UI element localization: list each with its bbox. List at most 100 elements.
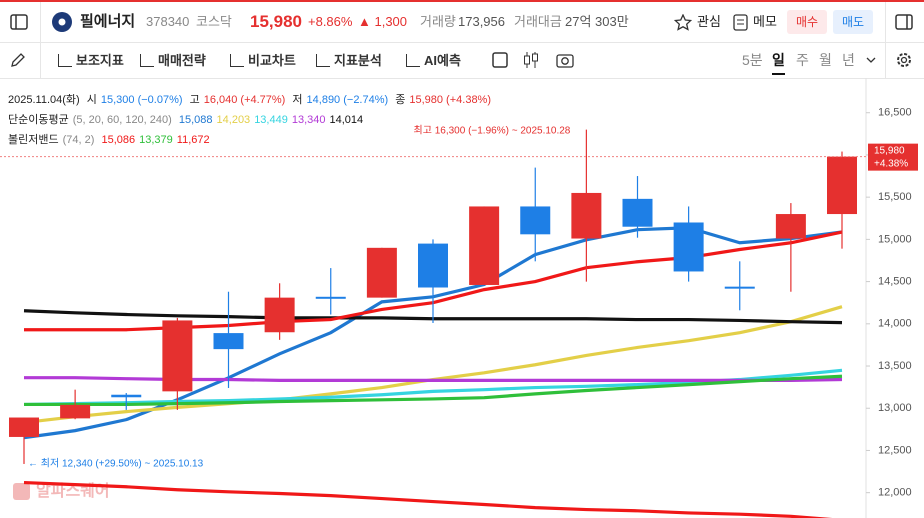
period[interactable]: 일 [772, 53, 785, 75]
ma-label: 단순이동평균 [8, 114, 69, 126]
y-tick-label: 12,000 [878, 487, 912, 499]
legend-value: 15,088 [178, 114, 213, 126]
settings-icon[interactable] [895, 51, 913, 69]
bb-params: (74, 2) [62, 134, 95, 146]
buy-button[interactable]: 매수 [787, 10, 827, 34]
watermark-logo [13, 483, 30, 500]
y-tick-label: 15,500 [878, 191, 912, 203]
ma-params: (5, 20, 60, 120, 240) [72, 114, 172, 126]
high: 16,040 (+4.77%) [203, 94, 286, 106]
y-tick-label: 12,500 [878, 444, 912, 456]
low-note: ← 최저 12,340 (+29.50%) ~ 2025.10.13 [28, 458, 204, 470]
tool-item[interactable]: 지표분석 [334, 53, 382, 68]
amount: 27억 303만 [565, 14, 629, 29]
market: 코스닥 [196, 14, 232, 29]
indicator-line [23, 480, 833, 518]
tool-item[interactable]: 매매전략 [158, 53, 206, 68]
candle-body [60, 404, 91, 419]
volume: 173,956 [458, 14, 505, 29]
period[interactable]: 월 [819, 52, 832, 68]
tool-item[interactable]: 보조지표 [76, 53, 124, 68]
candle-body [673, 222, 704, 272]
period[interactable]: 5분 [742, 52, 763, 68]
period[interactable]: 년 [842, 52, 855, 68]
info-row: 2025.11.04(화) 시 15,300 (−0.07%) 고 16,040 (… [8, 91, 495, 107]
tool-icon[interactable] [58, 54, 72, 67]
candle-body [724, 286, 755, 289]
candle-body [264, 297, 295, 333]
memo[interactable]: 메모 [753, 14, 777, 29]
candle-body [418, 243, 448, 288]
date: 2025.11.04(화) [8, 94, 80, 106]
legend-value: 13,449 [254, 114, 288, 126]
legend-value: 13,340 [291, 114, 326, 126]
change: ▲ 1,300 [358, 14, 408, 29]
open-label: 시 [86, 94, 97, 106]
logo [52, 12, 72, 32]
price-tag-change: +4.38% [874, 158, 908, 169]
tool-item[interactable]: 비교차트 [248, 53, 296, 68]
candle-body [111, 394, 142, 398]
chevron[interactable] [866, 56, 876, 64]
legend-value: 11,672 [176, 134, 210, 146]
stock-name: 필에너지 [80, 13, 136, 30]
change-pct: +8.86% [308, 14, 353, 29]
legend-value: 15,086 [101, 134, 136, 146]
tool-icon[interactable] [316, 54, 330, 67]
y-tick-label: 14,000 [878, 318, 912, 330]
legend-value: 14,014 [329, 114, 364, 126]
y-tick-label: 13,500 [878, 360, 912, 372]
tool-item[interactable]: AI예측 [424, 53, 461, 68]
candle-body [315, 296, 346, 299]
legend-value: 14,203 [216, 114, 251, 126]
draw-icon[interactable] [10, 52, 26, 68]
camera-icon[interactable] [556, 52, 574, 68]
period[interactable]: 주 [796, 52, 809, 68]
plot: 알파스퀘어 [9, 129, 857, 518]
top-border [0, 0, 924, 2]
stock-code: 378340 [146, 14, 190, 29]
y-tick-label: 15,000 [878, 233, 912, 245]
low: 14,890 (−2.74%) [306, 94, 389, 106]
candle-body [622, 198, 653, 227]
candle-body [520, 206, 551, 235]
tool-icon[interactable] [406, 54, 420, 67]
header: 필에너지 378340 코스닥 15,980 +8.86% ▲ 1,300 거래… [0, 2, 924, 43]
candle-body [775, 214, 806, 239]
candle-body [9, 417, 39, 437]
amount-label: 거래대금 [514, 14, 562, 29]
open: 15,300 (−0.07%) [100, 94, 183, 106]
candle-body [827, 156, 857, 215]
close-label: 종 [395, 94, 406, 106]
indicator-line [24, 374, 843, 407]
favorite[interactable]: 관심 [697, 14, 721, 29]
memo-icon[interactable] [733, 13, 748, 31]
price: 15,980 [250, 12, 302, 31]
star-icon[interactable] [674, 14, 692, 31]
y-tick-label: 14,500 [878, 275, 912, 287]
bb-label: 볼린저밴드 [8, 134, 59, 146]
high-label: 고 [189, 94, 200, 106]
box-icon[interactable] [492, 52, 508, 68]
panel-icon[interactable] [895, 14, 913, 30]
candle-icon[interactable] [523, 51, 539, 69]
toolbar: 보조지표 매매전략 비교차트 지표분석 AI예측 5분 일 주 월 년 [0, 43, 924, 79]
candle-body [571, 192, 602, 239]
high-note: 최고 16,300 (−1.96%) ~ 2025.10.28 [414, 124, 571, 136]
ma-legend: 단순이동평균 (5, 20, 60, 120, 240) 15,088 14,203… [8, 111, 367, 127]
sell-button[interactable]: 매도 [833, 10, 873, 34]
bb-legend: 볼린저밴드 (74, 2) 15,086 13,379 11,672 [8, 131, 214, 147]
sidebar-icon[interactable] [10, 14, 28, 30]
volume-label: 거래량 [420, 14, 456, 29]
chart: 12,000 12,500 13,000 13,500 14,000 14,500 15,0… [0, 78, 918, 518]
price-tag [868, 143, 918, 171]
candle-body [469, 206, 500, 285]
tool-icon[interactable] [230, 54, 244, 67]
candle-body [213, 333, 244, 350]
legend-value: 13,379 [139, 134, 173, 146]
indicator-line [24, 376, 843, 382]
tool-icon[interactable] [140, 54, 154, 67]
candle-body [366, 247, 397, 298]
close: 15,980 (+4.38%) [409, 94, 491, 106]
